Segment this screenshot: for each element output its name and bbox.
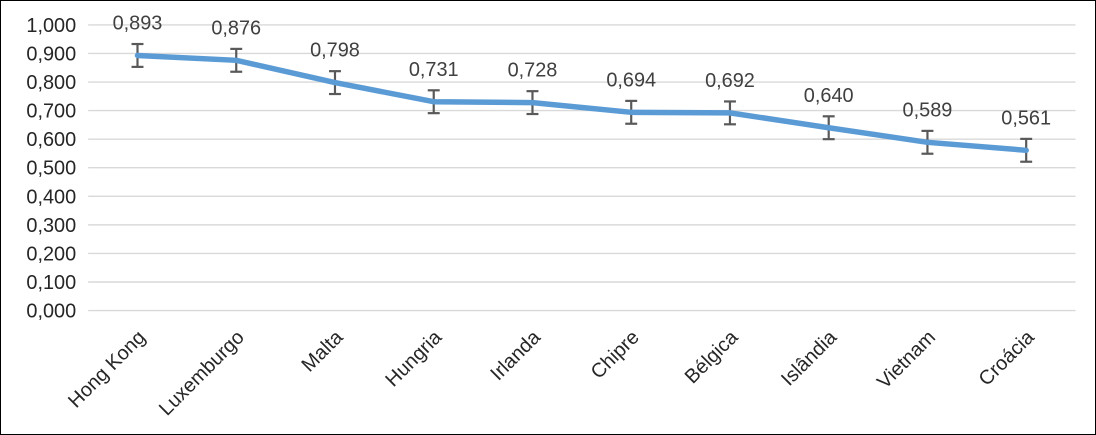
y-axis-labels: 0,000 0,100 0,200 0,300 0,400 0,500 0,600 0,700… (26, 15, 76, 323)
series-line (134, 52, 1029, 154)
x-axis-labels: Hong Kong Luxemburgo Malta Hungria Irlanda Ch… (64, 326, 1039, 420)
y-tick-label: 0,100 (26, 272, 76, 294)
x-tick-label: Hong Kong (64, 326, 150, 412)
x-tick-label: Hungria (381, 326, 446, 391)
data-label: 0,640 (804, 85, 854, 107)
data-label: 0,728 (508, 60, 558, 82)
data-label: 0,561 (1001, 107, 1051, 129)
data-label: 0,692 (705, 70, 755, 92)
y-tick-label: 0,400 (26, 186, 76, 208)
x-tick-label: Luxemburgo (155, 326, 249, 420)
error-bars (131, 42, 1033, 163)
data-label: 0,798 (310, 40, 360, 62)
y-tick-label: 0,600 (26, 129, 76, 151)
x-tick-label: Croácia (975, 326, 1040, 391)
data-label: 0,876 (211, 17, 261, 39)
y-tick-label: 0,700 (26, 101, 76, 123)
x-tick-label: Irlanda (486, 326, 545, 385)
x-tick-label: Islândia (777, 326, 842, 391)
x-tick-label: Malta (298, 326, 349, 377)
y-tick-label: 0,200 (26, 243, 76, 265)
data-label: 0,694 (606, 69, 656, 91)
data-label: 0,731 (409, 59, 459, 81)
data-label: 0,893 (113, 13, 163, 35)
data-labels: 0,893 0,876 0,798 0,731 0,728 0,694 0,692 0,640… (113, 13, 1051, 130)
y-tick-label: 0,500 (26, 158, 76, 180)
y-tick-label: 0,000 (26, 301, 76, 323)
y-tick-label: 0,800 (26, 72, 76, 94)
y-tick-label: 1,000 (26, 15, 76, 37)
x-tick-label: Chipre (587, 326, 644, 383)
y-tick-label: 0,900 (26, 43, 76, 65)
x-tick-label: Vietnam (873, 326, 940, 393)
x-tick-label: Bélgica (681, 326, 743, 388)
gridlines (88, 24, 1076, 312)
data-label: 0,589 (903, 99, 953, 121)
y-tick-label: 0,300 (26, 215, 76, 237)
